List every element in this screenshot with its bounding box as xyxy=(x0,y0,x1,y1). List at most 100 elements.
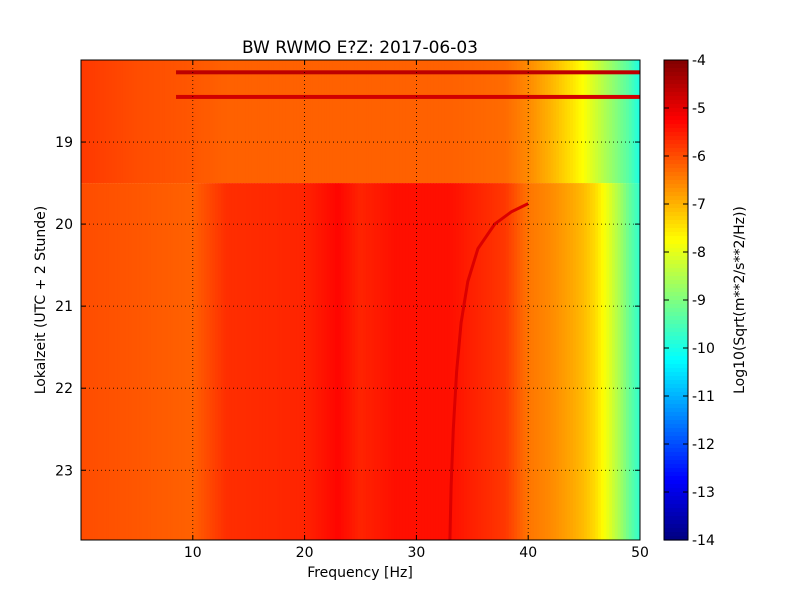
spectrum-cell-late xyxy=(503,183,507,540)
colorbar-swatch xyxy=(664,124,688,129)
colorbar-swatch xyxy=(664,92,688,97)
spectrum-cell-late xyxy=(178,183,183,540)
spectrum-cell-early xyxy=(508,60,513,184)
drifting-frequency-line xyxy=(448,202,529,540)
colorbar-swatch xyxy=(664,200,688,205)
colorbar-swatch xyxy=(664,308,688,313)
colorbar-swatch xyxy=(664,380,688,385)
colorbar-swatch xyxy=(664,484,688,489)
spectrum-cell-late xyxy=(556,183,560,540)
spectrum-cell-late xyxy=(254,183,258,540)
spectrum-cell-early xyxy=(83,60,88,184)
spectrum-cell-late xyxy=(134,183,138,540)
spectrum-cell-late xyxy=(176,183,180,540)
y-tick-label: 21 xyxy=(55,299,73,315)
spectrum-cell-late xyxy=(494,183,499,540)
spectrum-cell-early xyxy=(385,60,390,184)
spectrum-cell-late xyxy=(377,183,381,540)
colorbar-swatch xyxy=(664,208,688,213)
colorbar-swatch xyxy=(664,88,688,93)
spectrum-cell-early xyxy=(203,60,208,184)
colorbar-swatch xyxy=(664,416,688,421)
spectrum-cell-late xyxy=(307,183,311,540)
spectrum-cell-late xyxy=(229,183,233,540)
spectrum-cell-early xyxy=(282,60,286,184)
spectrum-cell-late xyxy=(416,183,420,540)
colorbar-swatch xyxy=(664,436,688,441)
spectrum-cell-late xyxy=(430,183,434,540)
colorbar-swatch xyxy=(664,364,688,369)
spectrum-cell-early xyxy=(561,60,566,184)
spectrum-cell-early xyxy=(209,60,213,184)
spectrum-cell-early xyxy=(329,60,334,184)
spectrum-cell-early xyxy=(231,60,236,184)
y-tick-label: 22 xyxy=(55,381,73,397)
colorbar: -4 -5 -6 -7 -8 -9 -10 -11 -12 -13 -14 xyxy=(663,53,715,549)
colorbar-swatch xyxy=(664,132,688,137)
spectrum-cell-early xyxy=(332,60,336,184)
spectrum-cell-early xyxy=(321,60,325,184)
spectrum-cell-early xyxy=(326,60,331,184)
spectrum-cell-early xyxy=(257,60,261,184)
spectrum-cell-late xyxy=(374,183,378,540)
spectrum-cell-early xyxy=(382,60,387,184)
spectrum-cell-late xyxy=(500,183,504,540)
spectrum-cell-early xyxy=(271,60,275,184)
colorbar-swatch xyxy=(664,524,688,529)
colorbar-swatch xyxy=(664,372,688,377)
spectrum-cell-early xyxy=(536,60,540,184)
spectrum-cell-late xyxy=(536,183,540,540)
colorbar-swatch xyxy=(664,408,688,413)
spectrum-cell-early xyxy=(237,60,241,184)
spectrum-cell-early xyxy=(343,60,348,184)
spectrum-cell-early xyxy=(612,60,616,184)
spectrum-cell-late xyxy=(111,183,116,540)
spectrum-cell-early xyxy=(153,60,158,184)
spectrum-cell-late xyxy=(245,183,250,540)
spectrum-cell-early xyxy=(368,60,373,184)
colorbar-swatch xyxy=(664,328,688,333)
spectrum-cell-early xyxy=(637,60,640,184)
spectrum-cell-early xyxy=(139,60,144,184)
spectrum-cell-early xyxy=(167,60,172,184)
spectrum-cell-early xyxy=(547,60,552,184)
spectrum-cell-early xyxy=(475,60,479,184)
spectrum-cell-early xyxy=(178,60,183,184)
spectrum-cell-late xyxy=(550,183,554,540)
spectrum-cell-late xyxy=(399,183,404,540)
colorbar-swatch xyxy=(664,324,688,329)
spectrum-cell-late xyxy=(326,183,331,540)
spectrum-cell-late xyxy=(94,183,99,540)
spectrum-cell-late xyxy=(248,183,253,540)
spectrum-cell-early xyxy=(315,60,320,184)
spectrum-cell-late xyxy=(472,183,476,540)
spectrum-cell-late xyxy=(338,183,342,540)
colorbar-swatch xyxy=(664,304,688,309)
spectrum-cell-early xyxy=(276,60,281,184)
spectrum-cell-late xyxy=(433,183,437,540)
spectrum-cell-late xyxy=(282,183,286,540)
spectrum-cell-early xyxy=(466,60,471,184)
spectrum-cell-early xyxy=(528,60,532,184)
spectrum-cell-early xyxy=(312,60,317,184)
spectrum-cell-late xyxy=(385,183,390,540)
spectrum-cell-late xyxy=(461,183,465,540)
spectrum-cell-late xyxy=(368,183,373,540)
spectrum-cell-late xyxy=(122,183,127,540)
colorbar-swatch xyxy=(664,232,688,237)
spectrum-cell-early xyxy=(606,60,610,184)
spectrum-cell-late xyxy=(324,183,328,540)
spectrum-cell-late xyxy=(285,183,289,540)
spectrum-cell-early xyxy=(150,60,155,184)
spectrum-cell-early xyxy=(273,60,278,184)
spectrum-cell-late xyxy=(312,183,317,540)
spectrum-cell-late xyxy=(332,183,336,540)
spectrum-cell-early xyxy=(240,60,244,184)
spectrum-cell-late xyxy=(525,183,529,540)
spectrum-cell-early xyxy=(159,60,163,184)
spectrum-cell-late xyxy=(612,183,616,540)
colorbar-swatch xyxy=(664,156,688,161)
spectrum-cell-early xyxy=(519,60,524,184)
colorbar-swatch xyxy=(664,496,688,501)
spectrum-cell-late xyxy=(251,183,255,540)
